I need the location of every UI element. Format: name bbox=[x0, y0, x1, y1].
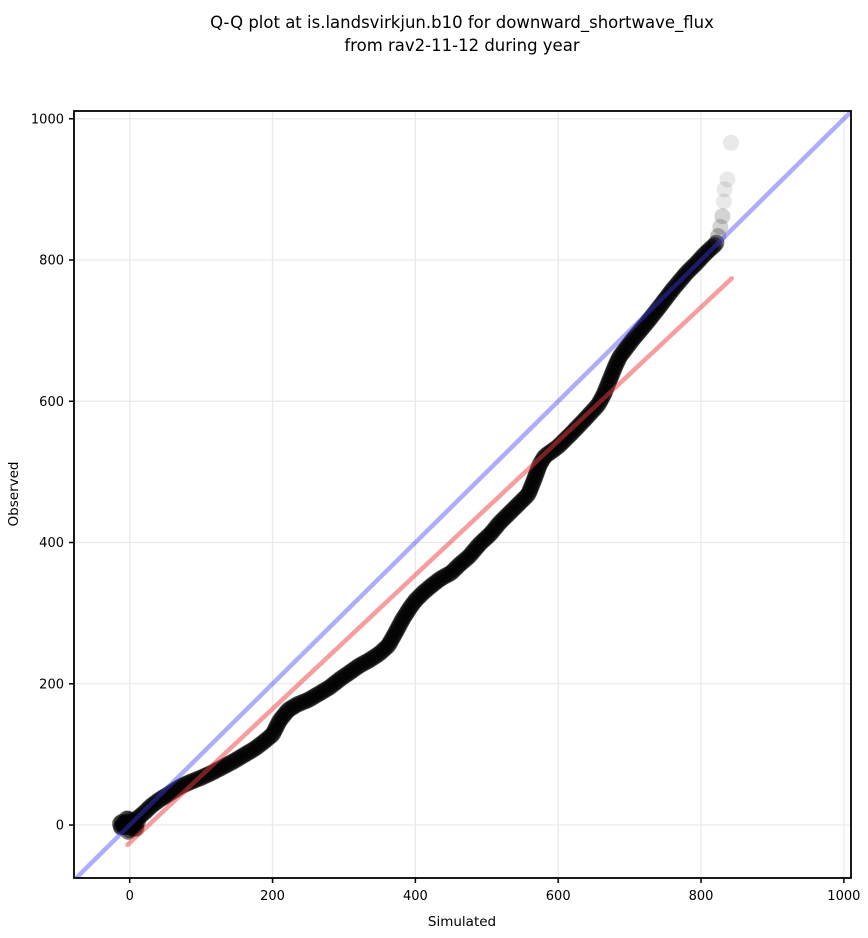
y-tick-label: 600 bbox=[39, 395, 64, 410]
x-tick-label: 600 bbox=[546, 889, 571, 904]
upper-tail-points bbox=[710, 134, 740, 245]
tail-point bbox=[716, 181, 733, 198]
tail-point bbox=[723, 134, 740, 151]
x-tick-label: 1000 bbox=[827, 889, 860, 904]
tail-point bbox=[712, 218, 729, 235]
x-tick-label: 800 bbox=[689, 889, 714, 904]
regression-line bbox=[125, 276, 734, 848]
qq-point bbox=[708, 234, 725, 252]
tail-point bbox=[710, 228, 727, 245]
identity-line bbox=[74, 111, 851, 878]
tail-point bbox=[714, 208, 731, 225]
tail-point bbox=[710, 228, 727, 245]
x-tick-label: 400 bbox=[403, 889, 428, 904]
qq-scatter-points bbox=[111, 234, 725, 840]
x-axis: 0 200 400 600 800 1000 bbox=[126, 878, 860, 904]
y-axis-label: Observed bbox=[6, 462, 22, 527]
plot-title-line1: Q-Q plot at is.landsvirkjun.b10 for down… bbox=[210, 13, 714, 33]
plot-title-line2: from rav2-11-12 during year bbox=[344, 36, 579, 55]
y-axis: 0 200 400 600 800 1000 bbox=[31, 112, 74, 834]
y-tick-label: 200 bbox=[39, 677, 64, 692]
tail-point bbox=[714, 208, 731, 225]
qq-point bbox=[119, 823, 137, 840]
y-tick-label: 400 bbox=[39, 536, 64, 551]
y-tick-label: 1000 bbox=[31, 112, 64, 127]
y-tick-label: 0 bbox=[56, 819, 64, 834]
tail-point bbox=[710, 228, 727, 245]
gridlines bbox=[74, 111, 851, 878]
y-tick-label: 800 bbox=[39, 254, 64, 269]
tail-point bbox=[712, 218, 729, 235]
x-tick-label: 0 bbox=[126, 889, 134, 904]
tail-point bbox=[719, 171, 736, 188]
x-tick-label: 200 bbox=[260, 889, 285, 904]
x-axis-label: Simulated bbox=[428, 914, 496, 930]
plot-border bbox=[73, 110, 852, 879]
tail-point bbox=[715, 193, 732, 210]
